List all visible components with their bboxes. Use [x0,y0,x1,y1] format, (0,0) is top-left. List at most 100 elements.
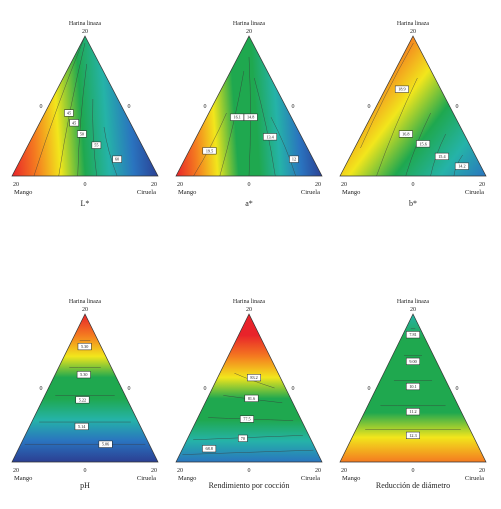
tick-label: 20 [315,468,321,474]
contour-line [77,63,87,177]
svg-text:50: 50 [80,132,84,137]
tick-label: 20 [13,468,19,474]
contour-label: 14.8 [243,113,258,121]
apex-label: Harina linaza [233,21,265,27]
contour-label: 11.2 [406,408,420,416]
panel-title: a* [245,199,253,208]
ternary-panel-5: 83.2 81.6 77.5 70 68.8 Harina linaza 20 0 0 20 0 20… [175,299,323,490]
svg-text:77.5: 77.5 [243,417,250,422]
ternary-surface [175,313,323,463]
contour-label: 5.30 [77,343,92,351]
svg-text:11.2: 11.2 [409,409,416,414]
svg-text:12: 12 [292,157,296,162]
contour-line [92,98,97,177]
corner-label-right: Ciruela [465,475,484,482]
tick-label: 0 [292,386,295,392]
tick-label: 0 [40,386,43,392]
ternary-surface [11,313,159,463]
corner-label-right: Ciruela [465,189,484,196]
contour-line [254,77,276,177]
contour-label: 10.1 [406,382,420,391]
tick-label: 0 [248,468,251,474]
svg-text:55: 55 [94,143,98,148]
corner-label-left: Mango [178,189,196,196]
ternary-panel-6: 7.81 9.00 10.1 11.2 12.3 Harina linaza 20 0 0 20 0… [339,299,487,490]
contour-label: 16.1 [230,113,245,121]
contour-label: 83.2 [247,374,261,382]
contour-label: 5.14 [74,422,89,431]
svg-text:15.6: 15.6 [419,141,426,146]
contour-label: 13.4 [263,133,277,141]
corner-label-left: Mango [14,189,32,196]
tick-label: 20 [246,307,252,313]
tick-label: 0 [204,386,207,392]
corner-label-left: Mango [178,475,196,482]
svg-text:70: 70 [241,436,245,441]
contour-line [219,70,245,177]
contour-line [33,35,86,177]
contour-label: 5.22 [75,396,90,404]
panel-title: Rendimiento por cocción [209,481,290,490]
contour-label: 15.4 [434,152,449,160]
contour-label: 77.5 [239,415,254,423]
svg-text:12.3: 12.3 [409,433,416,438]
panel-title: L* [81,199,90,208]
corner-label-right: Ciruela [301,475,320,482]
apex-label: Harina linaza [69,21,101,27]
apex-label: Harina linaza [397,299,429,305]
panel-title: Reducción de diámetro [376,481,450,490]
svg-text:13.4: 13.4 [266,134,274,139]
tick-label: 0 [40,104,43,110]
contour-label: 70 [238,434,248,442]
tick-label: 20 [82,29,88,35]
tick-label: 20 [246,29,252,35]
tick-label: 20 [410,307,416,313]
corner-label-left: Mango [14,475,32,482]
contour-label: 9.00 [406,357,420,365]
tick-label: 0 [84,468,87,474]
tick-label: 0 [248,182,251,188]
ternary-panel-4: 5.30 5.30 5.22 5.14 5.06 Harina linaza 20 0 0 20 0… [11,299,159,490]
contour-label: 5.06 [98,440,113,448]
svg-text:60: 60 [115,157,119,162]
ternary-panel-3: 18.9 16.8 15.6 15.4 14.2 Harina linaza 20 0 0 20 0… [339,21,487,208]
tick-label: 20 [341,182,347,188]
svg-text:81.6: 81.6 [248,396,255,401]
tick-label: 20 [177,182,183,188]
tick-label: 0 [368,104,371,110]
corner-label-right: Ciruela [301,189,320,196]
svg-text:9.00: 9.00 [409,359,416,364]
contour-line [182,449,314,455]
tick-label: 0 [456,104,459,110]
contour-label: 15.6 [416,140,431,148]
svg-text:18.9: 18.9 [398,87,405,92]
contour-line [103,126,118,177]
contour-line [193,112,227,177]
contour-label: 81.6 [244,394,259,402]
svg-text:14.2: 14.2 [458,164,465,169]
tick-label: 20 [479,468,485,474]
tick-label: 20 [177,468,183,474]
contour-line [360,42,414,149]
svg-text:15.4: 15.4 [438,154,446,159]
svg-text:5.30: 5.30 [80,372,87,377]
apex-label: Harina linaza [69,299,101,305]
contour-label: 55 [91,141,102,149]
contour-label: 60 [112,155,122,163]
contour-label: 50 [77,130,87,138]
svg-text:5.22: 5.22 [79,397,86,402]
tick-label: 20 [315,182,321,188]
ternary-surface [339,35,487,177]
panel-title: b* [409,199,417,208]
svg-text:19.5: 19.5 [206,148,213,153]
svg-text:10.1: 10.1 [409,384,416,389]
tick-label: 0 [84,182,87,188]
corner-label-left: Mango [342,189,360,196]
corner-label-right: Ciruela [137,189,156,196]
svg-text:5.06: 5.06 [102,442,109,447]
tick-label: 20 [151,182,157,188]
contour-label: 45 [69,119,79,127]
corner-label-right: Ciruela [137,475,156,482]
